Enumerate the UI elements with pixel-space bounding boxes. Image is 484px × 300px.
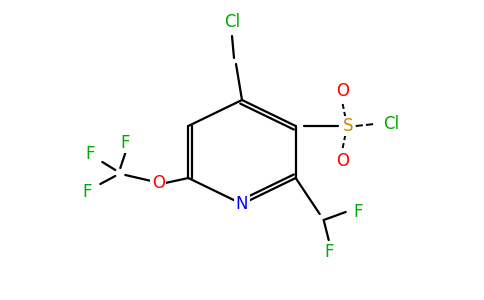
Text: N: N [236, 195, 248, 213]
Text: F: F [83, 183, 92, 201]
Text: F: F [121, 134, 130, 152]
Text: Cl: Cl [383, 115, 399, 133]
Text: F: F [324, 243, 333, 261]
Text: O: O [336, 82, 349, 100]
Text: O: O [152, 174, 165, 192]
Text: O: O [336, 152, 349, 170]
Text: S: S [343, 117, 353, 135]
Text: F: F [353, 203, 363, 221]
Text: Cl: Cl [224, 13, 240, 31]
Text: F: F [86, 145, 95, 163]
